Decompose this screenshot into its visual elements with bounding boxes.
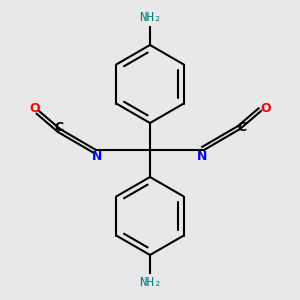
Text: N: N — [92, 149, 103, 163]
Text: NH₂: NH₂ — [139, 276, 161, 289]
Text: O: O — [29, 101, 40, 115]
Text: C: C — [54, 121, 63, 134]
Text: O: O — [260, 101, 271, 115]
Text: N: N — [197, 149, 208, 163]
Text: NH₂: NH₂ — [139, 11, 161, 24]
Text: C: C — [237, 121, 246, 134]
